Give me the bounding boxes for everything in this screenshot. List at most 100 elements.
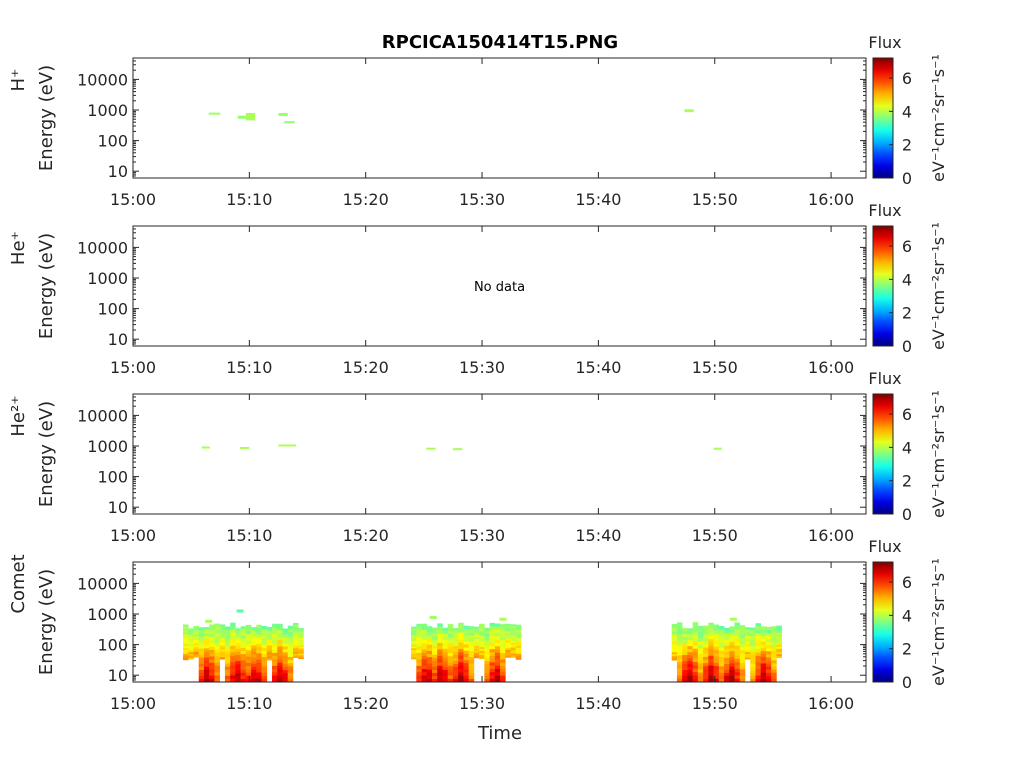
flux-cell: [765, 635, 772, 640]
flux-cell: [724, 678, 730, 682]
flux-cell: [739, 659, 746, 664]
flux-cell: [198, 669, 205, 674]
flux-cell: [292, 642, 299, 645]
flux-cell: [432, 648, 438, 653]
flux-cell: [468, 657, 475, 661]
flux-cell: [416, 623, 422, 628]
flux-cell: [484, 666, 490, 671]
flux-cell: [411, 633, 417, 636]
flux-cell: [718, 654, 725, 658]
flux-cell: [703, 678, 709, 682]
flux-cell: [697, 644, 704, 648]
flux-cell: [209, 646, 215, 651]
flux-cell: [463, 656, 469, 661]
flux-cell: [479, 643, 485, 646]
flux-cell: [230, 668, 236, 673]
flux-cell: [266, 641, 273, 644]
x-tick-label: 15:20: [343, 526, 389, 545]
flux-cell: [442, 654, 449, 659]
axes-box: [132, 57, 867, 179]
flux-cell: [426, 635, 433, 639]
flux-cell: [261, 647, 268, 652]
flux-cell: [411, 632, 417, 635]
flux-cell: [676, 665, 683, 670]
flux-cell: [687, 679, 693, 682]
flux-cell: [421, 669, 428, 673]
flux-cell: [188, 652, 194, 655]
flux-cell: [760, 629, 767, 633]
flux-cell: [442, 669, 449, 674]
flux-cell: [209, 666, 215, 670]
flux-cell: [245, 678, 252, 682]
flux-cell: [484, 627, 490, 631]
flux-cell: [251, 657, 257, 661]
x-tick-label: 15:00: [110, 526, 156, 545]
flux-cell: [193, 645, 200, 648]
flux-cell: [437, 642, 443, 647]
flux-cell: [479, 647, 485, 650]
flux-cell: [245, 669, 252, 673]
flux-cell: [713, 650, 720, 654]
flux-cell: [411, 644, 417, 647]
flux-cell: [744, 643, 751, 646]
flux-cell: [484, 660, 490, 665]
flux-cell: [421, 656, 428, 660]
flux-cell: [489, 649, 496, 653]
flux-cell: [432, 651, 438, 656]
flux-cell: [426, 660, 433, 664]
flux-cell: [277, 669, 283, 673]
flux-cell: [193, 648, 200, 651]
flux-cell: [198, 642, 205, 646]
flux-cell: [193, 652, 200, 655]
flux-cell: [510, 651, 517, 655]
flux-cell: [188, 635, 194, 638]
flux-cell: [771, 644, 777, 649]
flux-cell: [203, 626, 210, 631]
flux-cell: [713, 640, 720, 644]
flux-cell: [697, 628, 704, 633]
flux-cell: [505, 646, 511, 649]
flux-cell: [515, 630, 522, 633]
flux-cell: [473, 633, 480, 636]
flux-cell: [442, 648, 449, 653]
flux-cell: [277, 639, 283, 644]
flux-cell: [687, 634, 693, 638]
flux-cell: [203, 651, 210, 655]
flux-cell: [473, 637, 480, 640]
flux-cell: [266, 645, 273, 648]
flux-cell: [765, 654, 772, 658]
flux-cell: [214, 636, 220, 641]
flux-cell: [292, 655, 299, 658]
flux-cell: [292, 648, 299, 651]
flux-cell: [744, 630, 751, 633]
flux-cell: [776, 654, 782, 657]
flux-cell: [251, 666, 257, 671]
flux-cell: [515, 649, 522, 653]
flux-cell: [251, 672, 257, 677]
flux-cell: [463, 675, 469, 680]
flux-cell: [734, 642, 741, 646]
flux-cell: [277, 659, 283, 663]
flux-cell: [277, 636, 283, 641]
flux-cell: [245, 659, 252, 664]
flux-cell: [515, 634, 522, 637]
flux-cell: [298, 646, 304, 649]
flux-cell: [734, 678, 741, 682]
flux-cell: [505, 655, 511, 658]
flux-cell: [230, 658, 236, 663]
flux-cell: [458, 626, 464, 630]
x-axis-label: Time: [477, 723, 522, 744]
flux-cell: [750, 639, 756, 643]
flux-cell: [282, 652, 289, 656]
flux-cell: [432, 630, 438, 634]
flux-cell: [235, 637, 241, 641]
flux-cell: [298, 636, 304, 639]
flux-cell: [266, 658, 273, 661]
flux-cell: [292, 638, 299, 641]
flux-cell: [198, 633, 205, 637]
flux-cell: [193, 625, 200, 629]
flux-cell: [473, 647, 480, 650]
flux-cell: [739, 666, 746, 670]
flux-cell: [272, 669, 278, 673]
flux-cell: [437, 652, 443, 657]
